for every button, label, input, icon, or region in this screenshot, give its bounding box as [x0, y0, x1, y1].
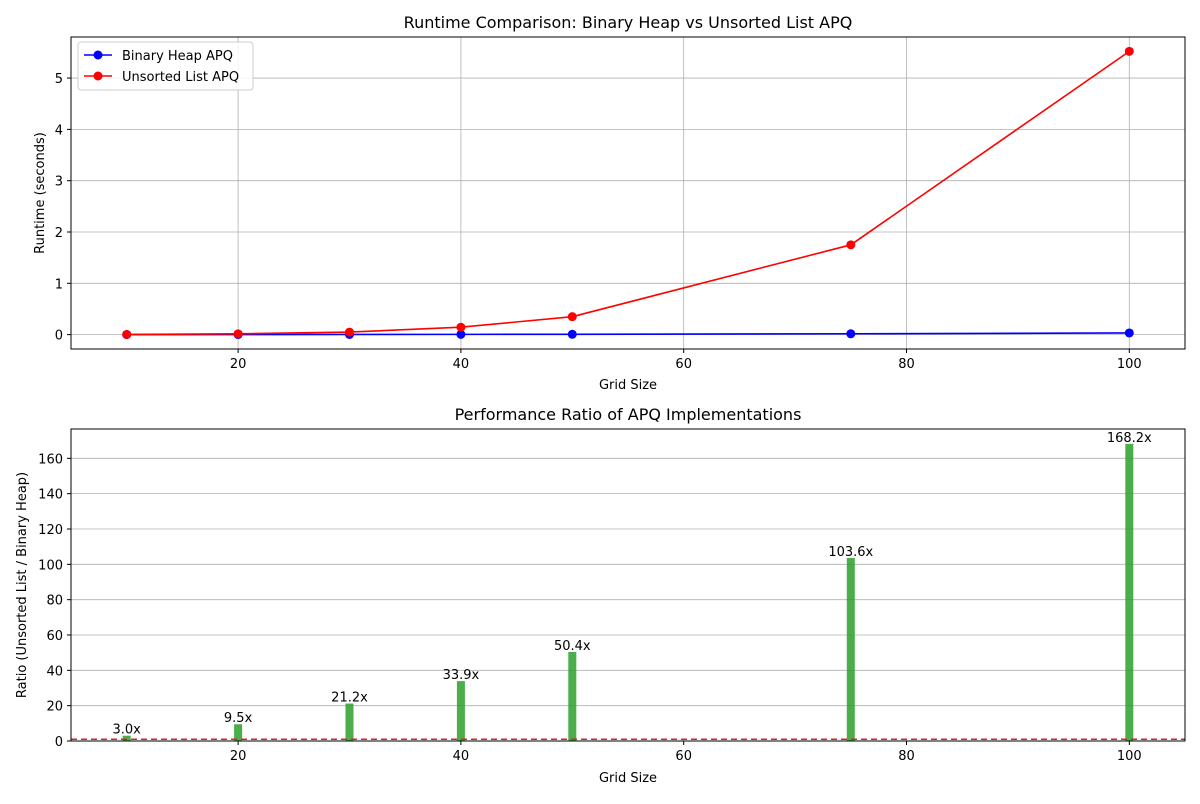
data-point-unsorted-list	[345, 327, 354, 337]
ratio-bar-label: 9.5x	[224, 711, 253, 726]
ratio-y-tick-label: 60	[46, 629, 63, 644]
runtime-y-axis-label: Runtime (seconds)	[33, 132, 48, 254]
ratio-y-tick-label: 120	[38, 523, 63, 538]
runtime-y-tick-label: 3	[55, 175, 63, 190]
ratio-bar	[568, 651, 577, 741]
ratio-x-tick-label: 40	[453, 749, 470, 764]
data-point-binary-heap	[456, 329, 466, 339]
runtime-y-tick-label: 1	[55, 277, 63, 292]
ratio-y-tick-label: 0	[55, 735, 63, 750]
ratio-chart: Performance Ratio of APQ Implementations…	[15, 405, 1186, 786]
data-point-unsorted-list	[122, 329, 132, 339]
ratio-x-tick-label: 80	[898, 749, 915, 764]
data-point-unsorted-list	[846, 240, 856, 250]
ratio-y-tick-label: 160	[38, 452, 63, 467]
ratio-x-tick-label: 20	[230, 749, 247, 764]
ratio-y-tick-label: 40	[46, 664, 63, 679]
runtime-chart: Runtime Comparison: Binary Heap vs Unsor…	[33, 13, 1186, 393]
ratio-y-tick-label: 140	[38, 488, 63, 503]
ratio-y-tick-label: 20	[46, 700, 63, 715]
ratio-x-tick-label: 100	[1117, 749, 1142, 764]
ratio-bar	[456, 681, 465, 741]
ratio-bar	[345, 703, 354, 741]
legend-label-binary-heap: Binary Heap APQ	[122, 49, 233, 64]
runtime-x-axis-label: Grid Size	[599, 378, 657, 393]
ratio-bar-label: 3.0x	[113, 723, 142, 738]
ratio-bar-label: 103.6x	[828, 545, 873, 560]
ratio-x-tick-label: 60	[675, 749, 692, 764]
ratio-y-axis-label: Ratio (Unsorted List / Binary Heap)	[15, 472, 30, 698]
ratio-chart-title: Performance Ratio of APQ Implementations	[455, 405, 802, 424]
runtime-y-tick-label: 0	[55, 329, 63, 344]
legend-marker-binary-heap	[93, 50, 103, 60]
runtime-plot-frame	[70, 36, 1186, 350]
ratio-bar	[846, 557, 855, 741]
runtime-legend: Binary Heap APQ Unsorted List APQ	[77, 41, 254, 91]
ratio-plot-frame	[70, 428, 1186, 742]
data-point-unsorted-list	[1124, 46, 1134, 56]
runtime-x-tick-label: 60	[675, 357, 692, 372]
ratio-x-axis-label: Grid Size	[599, 771, 657, 786]
legend-label-unsorted-list: Unsorted List APQ	[122, 70, 239, 85]
ratio-y-tick-label: 80	[46, 594, 63, 609]
series-line-unsorted-list	[126, 50, 1130, 336]
data-point-binary-heap	[846, 329, 856, 339]
ratio-bar-label: 168.2x	[1107, 431, 1152, 446]
runtime-y-tick-label: 5	[55, 72, 63, 87]
runtime-x-tick-label: 20	[230, 357, 247, 372]
data-point-unsorted-list	[567, 312, 577, 322]
ratio-bar-label: 50.4x	[554, 639, 591, 654]
data-point-unsorted-list	[233, 329, 243, 339]
runtime-y-tick-label: 2	[55, 226, 63, 241]
legend-marker-unsorted-list	[93, 71, 103, 81]
ratio-y-tick-label: 100	[38, 558, 63, 573]
runtime-chart-title: Runtime Comparison: Binary Heap vs Unsor…	[404, 13, 853, 32]
data-point-unsorted-list	[456, 322, 466, 332]
runtime-y-tick-label: 4	[55, 123, 63, 138]
legend-box	[77, 41, 254, 91]
ratio-bar	[122, 735, 131, 741]
ratio-bar	[234, 724, 243, 741]
runtime-x-tick-label: 80	[898, 357, 915, 372]
data-point-binary-heap	[567, 329, 577, 339]
ratio-bar	[1125, 443, 1134, 741]
data-point-binary-heap	[1124, 328, 1134, 338]
runtime-x-tick-label: 100	[1117, 357, 1142, 372]
runtime-x-tick-label: 40	[453, 357, 470, 372]
ratio-bar-label: 21.2x	[331, 691, 368, 706]
ratio-bar-label: 33.9x	[443, 668, 480, 683]
